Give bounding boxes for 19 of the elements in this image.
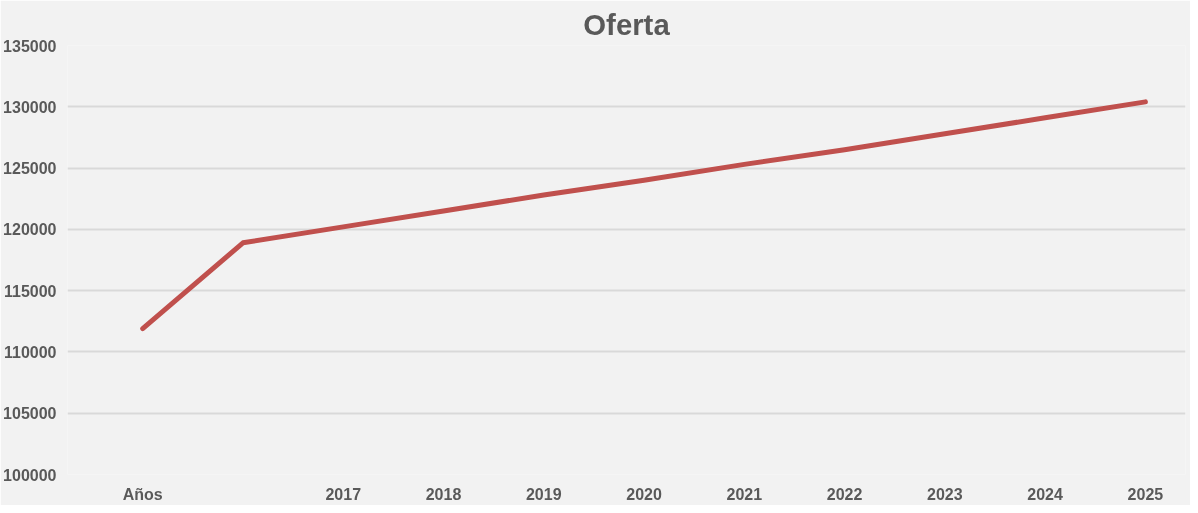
x-tick-label: 2023 [927, 485, 963, 503]
y-tick-label: 125000 [3, 160, 57, 178]
x-tick-label: 2019 [525, 485, 562, 503]
y-tick-label: 115000 [3, 282, 57, 300]
x-tick-label: 2017 [325, 485, 362, 503]
x-tick-label: 2022 [826, 485, 863, 503]
x-tick-label: 2018 [425, 485, 462, 503]
y-tick-label: 135000 [3, 37, 57, 55]
x-tick-label: 2020 [626, 485, 662, 503]
y-tick-label: 110000 [3, 343, 57, 361]
x-tick-label: 2021 [726, 485, 763, 503]
x-tick-label: Años [122, 485, 163, 503]
y-tick-label: 100000 [3, 466, 57, 484]
chart-title: Oferta [583, 7, 671, 41]
y-tick-label: 120000 [3, 221, 57, 239]
y-tick-label: 105000 [3, 405, 57, 423]
x-tick-label: 2024 [1027, 485, 1064, 503]
y-tick-label: 130000 [3, 98, 57, 116]
x-tick-label: 2025 [1127, 485, 1164, 503]
